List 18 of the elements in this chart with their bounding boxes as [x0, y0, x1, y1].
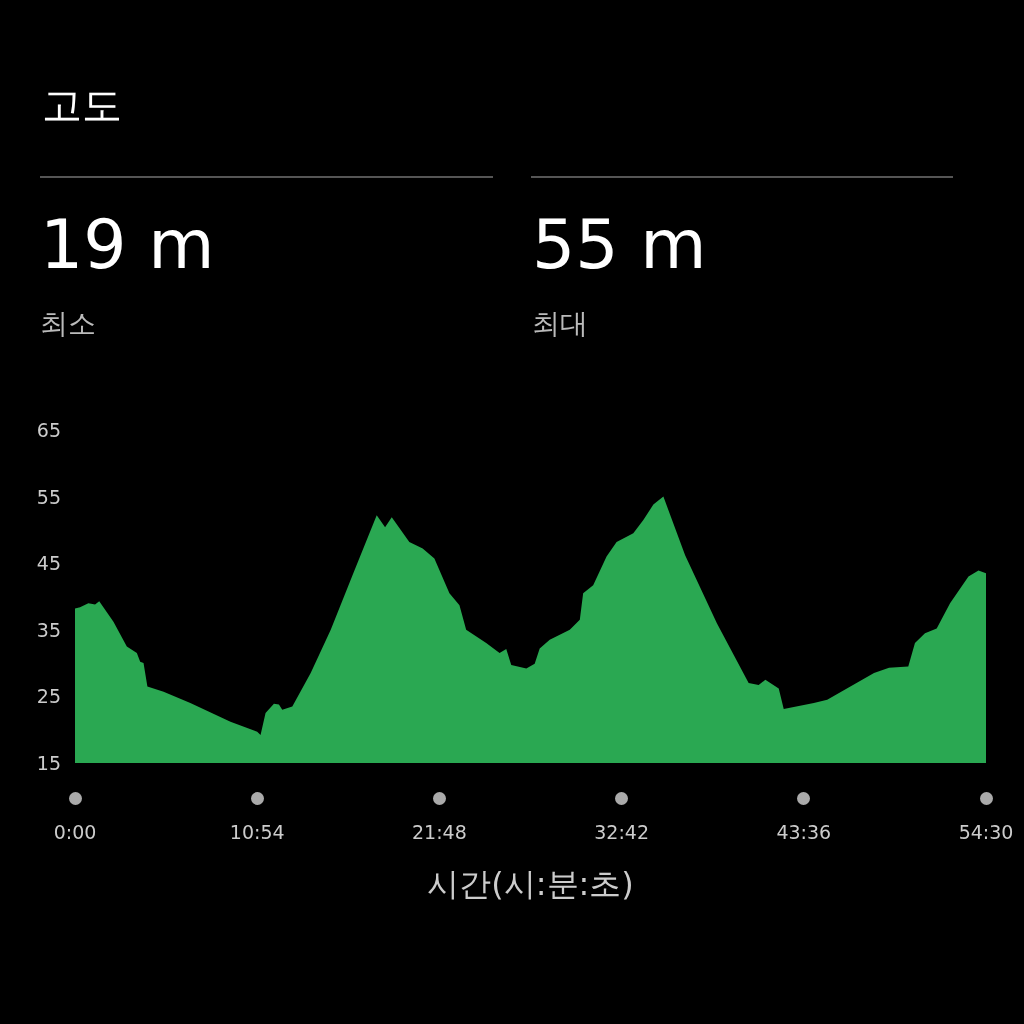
text: 최대 [532, 306, 588, 342]
x-tick-label: 54:30 [958, 820, 1014, 843]
x-tick-label: 43:36 [776, 820, 832, 843]
text: 19 m [40, 205, 215, 284]
x-tick-label: 10:54 [229, 820, 285, 843]
chart-title: 고도 [42, 81, 122, 130]
x-tick-label: 0:00 [53, 820, 97, 843]
x-tick-label: 21:48 [412, 820, 467, 843]
y-tick-label: 15 [36, 752, 61, 774]
text: 최소 [40, 306, 96, 342]
text: 55 m [532, 205, 707, 284]
x-axis-title: 시간(시:분:초) [427, 865, 634, 903]
x-tick-label: 32:42 [594, 820, 649, 843]
y-tick-label: 45 [36, 552, 61, 575]
y-tick-label: 35 [36, 618, 61, 641]
y-tick-label: 65 [36, 419, 61, 441]
y-tick-label: 25 [36, 685, 61, 708]
y-tick-label: 55 [36, 485, 61, 508]
